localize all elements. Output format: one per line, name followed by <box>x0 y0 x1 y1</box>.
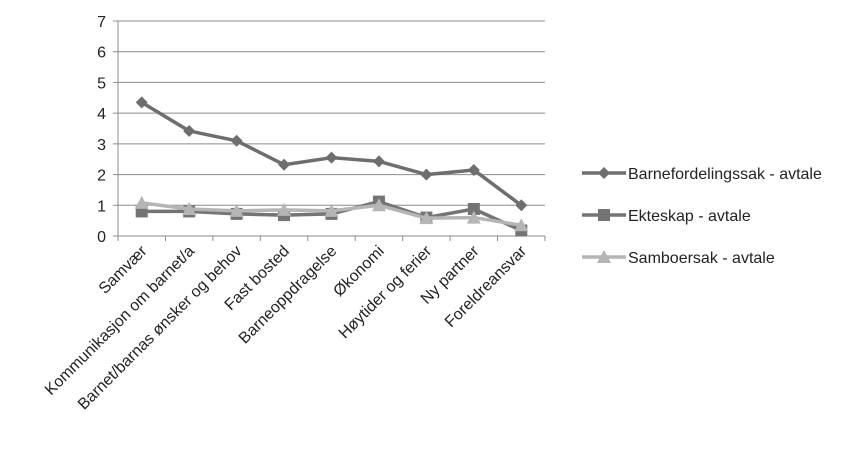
y-tick-label: 5 <box>97 75 106 92</box>
data-point <box>325 151 338 164</box>
data-point <box>467 202 480 215</box>
data-point <box>598 209 610 221</box>
y-axis-ticks: 0 1 2 3 4 5 6 7 <box>97 14 118 246</box>
data-point <box>466 210 481 224</box>
x-tick-label: Foreldreansvar <box>442 242 531 331</box>
y-tick-label: 0 <box>97 229 106 246</box>
legend-label: Ekteskap - avtale <box>628 208 751 225</box>
y-tick-label: 6 <box>97 45 106 62</box>
data-point <box>229 203 244 217</box>
data-point <box>372 155 385 168</box>
data-point <box>324 203 339 217</box>
data-point <box>278 158 291 171</box>
y-tick-label: 3 <box>97 137 106 154</box>
data-point <box>598 167 610 179</box>
y-tick-label: 2 <box>97 168 106 185</box>
data-point <box>467 163 480 176</box>
series-3 <box>134 195 529 232</box>
axes <box>117 21 545 237</box>
series-1 <box>135 96 528 212</box>
data-point <box>419 211 434 225</box>
y-tick-label: 1 <box>97 198 106 215</box>
legend-entry: Ekteskap - avtale <box>582 208 751 225</box>
legend: Barnefordelingssak - avtale Ekteskap - av… <box>582 166 822 267</box>
series-group <box>134 96 529 237</box>
data-point <box>371 198 386 212</box>
data-point <box>597 250 611 263</box>
data-point <box>183 124 196 137</box>
data-point <box>135 96 148 109</box>
legend-entry: Samboersak - avtale <box>582 250 775 267</box>
legend-entry: Barnefordelingssak - avtale <box>582 166 822 183</box>
data-point <box>420 168 433 181</box>
legend-label: Barnefordelingssak - avtale <box>628 166 822 183</box>
data-point <box>514 218 529 232</box>
data-point <box>277 202 292 216</box>
y-tick-label: 7 <box>97 14 106 31</box>
data-point <box>515 199 528 212</box>
legend-label: Samboersak - avtale <box>628 250 775 267</box>
data-point <box>134 195 149 209</box>
data-point <box>230 134 243 147</box>
gridlines <box>118 20 545 206</box>
data-point <box>182 201 197 215</box>
y-tick-label: 4 <box>97 106 106 123</box>
